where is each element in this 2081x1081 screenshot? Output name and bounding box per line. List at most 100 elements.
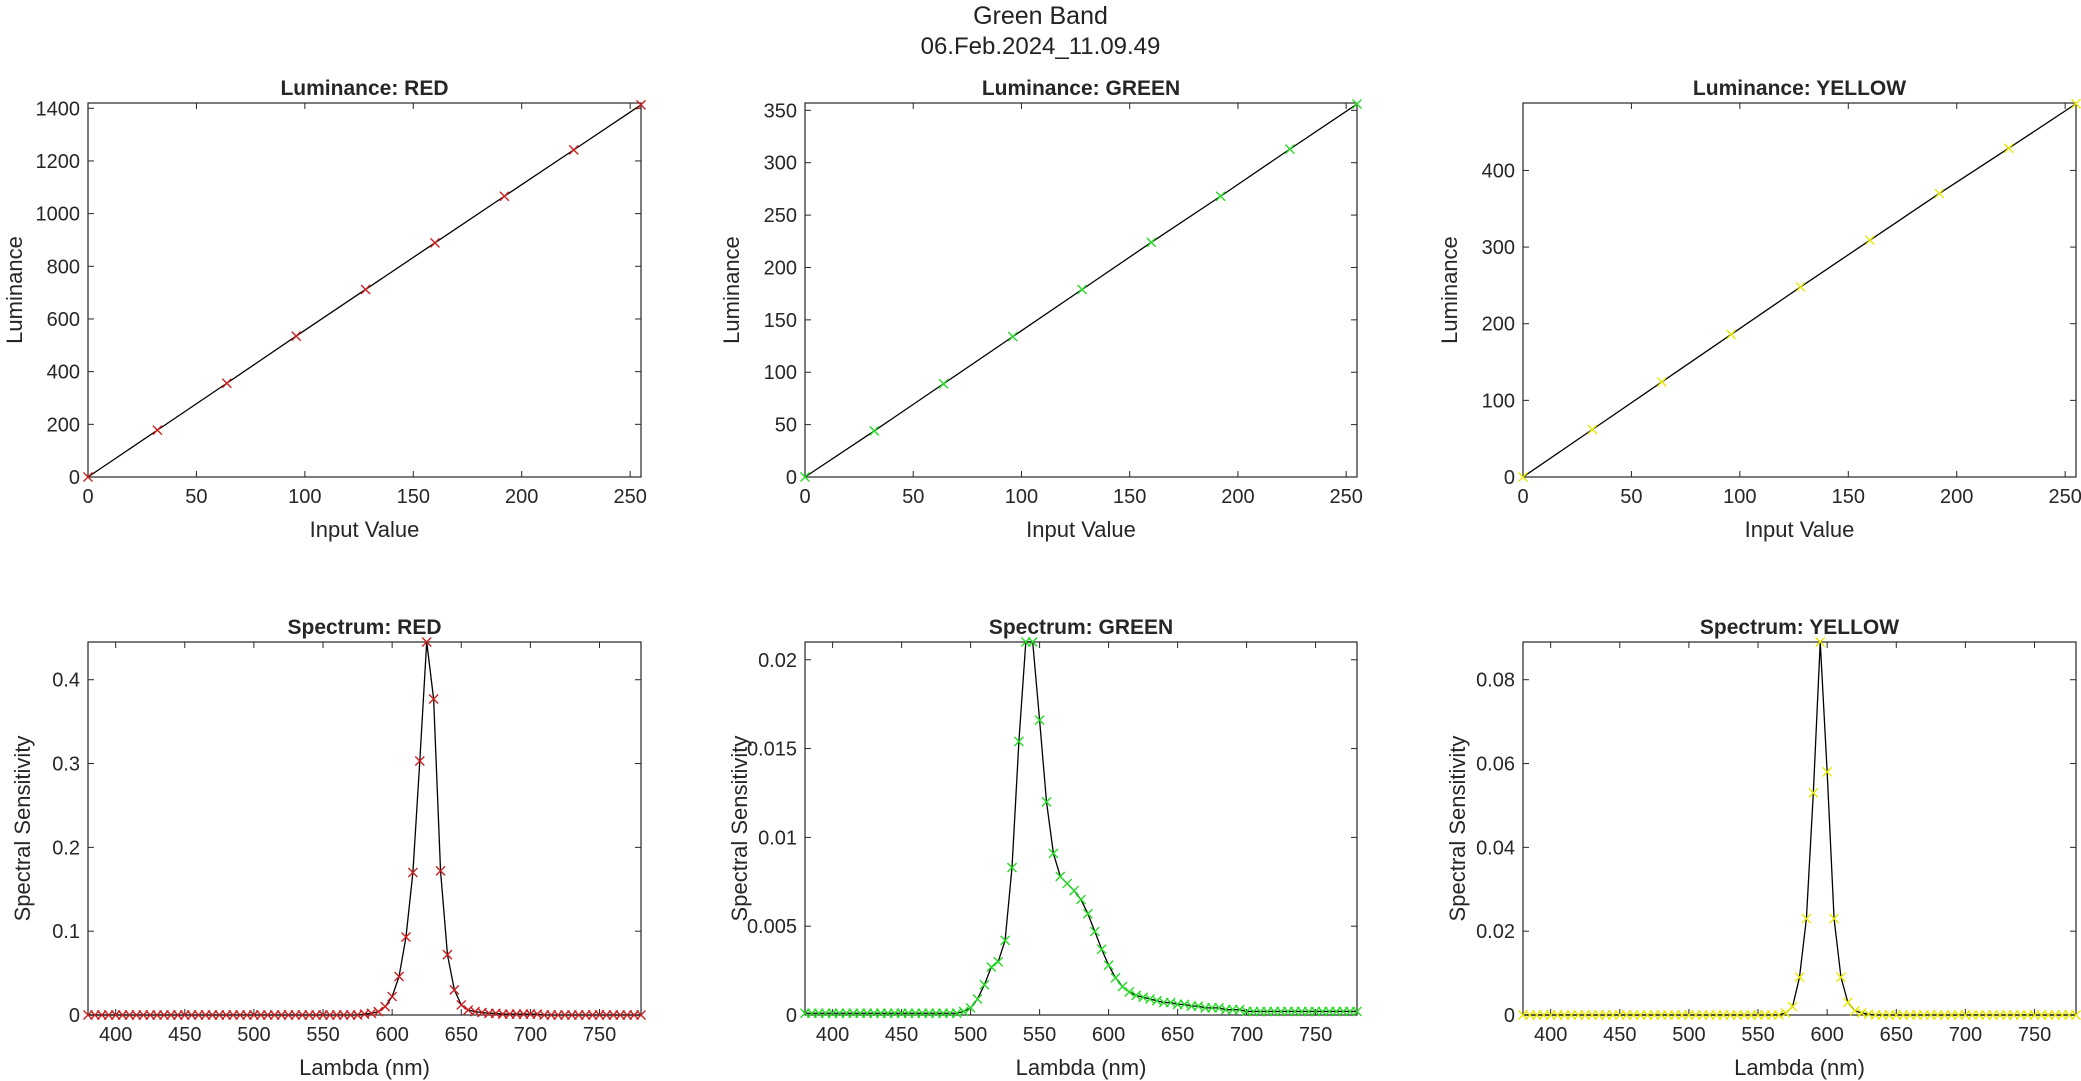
y-tick-label: 0.1 [52,921,80,943]
y-tick-label: 300 [764,153,797,175]
data-point-marker [1773,1010,1784,1020]
x-tick-label: 0 [82,486,93,508]
data-point-marker [373,1006,384,1017]
x-tick-label: 750 [583,1024,616,1046]
x-tick-label: 500 [954,1024,987,1046]
data-point-marker [1000,935,1011,946]
plot-frame [87,641,642,1016]
x-tick-label: 700 [514,1024,547,1046]
x-tick-label: 550 [1741,1024,1774,1046]
data-point-marker [1656,376,1667,387]
data-point-marker [1034,715,1045,726]
data-point-marker [869,425,880,436]
data-point-marker [1103,960,1114,971]
data-point-marker [1089,926,1100,937]
data-point-marker [1082,908,1093,919]
plot-frame [804,641,1358,1016]
y-axis-label: Luminance [719,236,744,344]
y-tick-label: 0.01 [758,827,797,849]
x-tick-label: 250 [613,486,646,508]
data-point-marker [986,962,997,973]
x-tick-label: 100 [288,486,321,508]
data-point-marker [1352,1006,1362,1017]
x-axis-label: Input Value [1745,517,1855,542]
data-point-marker [387,991,398,1002]
x-tick-label: 650 [445,1024,478,1046]
x-axis-label: Lambda (nm) [1734,1055,1865,1080]
x-tick-label: 100 [1723,486,1756,508]
figure-title: Green Band [973,2,1108,30]
y-tick-label: 0.04 [1476,837,1515,859]
x-tick-label: 500 [1672,1024,1705,1046]
data-point-marker [1726,329,1737,340]
data-point-marker [1835,972,1846,983]
chart-panel: 400 450 500 550 600 650 700 750 0 0.02 0.04 0.06 0.0… [1445,616,2081,1080]
y-tick-label: 300 [1482,237,1515,259]
plot-title: Spectrum: YELLOW [1700,616,1899,639]
plot-title: Luminance: YELLOW [1693,77,1906,100]
plot-frame [1522,641,2077,1016]
data-point-marker [1124,986,1135,997]
data-point-marker [1069,885,1080,896]
y-tick-label: 0.4 [52,670,80,692]
data-point-marker [1076,894,1086,905]
y-tick-label: 600 [47,309,80,331]
data-point-marker [291,331,302,342]
data-point-marker [428,694,439,704]
chart-panel: 0 50 100 150 200 250 0 100 200 300 400 Luminance: Y… [1437,77,2081,542]
data-point-marker [435,865,446,876]
data-point-marker [429,237,440,248]
y-tick-label: 0 [1504,1005,1515,1027]
data-point-marker [421,637,432,647]
x-tick-label: 50 [185,486,207,508]
x-tick-label: 450 [168,1024,201,1046]
plot-title: Luminance: RED [280,77,448,100]
y-axis-label: Luminance [1437,236,1462,344]
plot-title: Luminance: GREEN [982,77,1180,100]
x-tick-label: 600 [375,1024,408,1046]
y-tick-label: 200 [1482,314,1515,336]
x-tick-label: 700 [1949,1024,1982,1046]
x-tick-label: 250 [1329,486,1362,508]
y-tick-label: 1400 [36,98,81,120]
data-point-marker [1352,99,1362,110]
x-tick-label: 650 [1161,1024,1194,1046]
x-tick-label: 50 [902,486,924,508]
data-point-marker [1815,637,1826,647]
x-tick-label: 550 [1023,1024,1056,1046]
x-tick-label: 150 [1832,486,1865,508]
y-tick-label: 0 [786,467,797,489]
chart-panel: 400 450 500 550 600 650 700 750 0 0.005 0.01 0.015 0… [727,616,1362,1080]
data-point-marker [1934,188,1945,199]
y-tick-label: 200 [47,414,80,436]
data-point-marker [1027,637,1038,647]
data-point-marker [1013,736,1024,747]
x-tick-label: 100 [1005,486,1038,508]
data-point-marker [2071,1010,2081,1020]
data-point-marker [993,956,1004,967]
y-tick-label: 0 [69,1005,80,1027]
x-tick-label: 400 [816,1024,849,1046]
data-point-marker [1215,191,1226,202]
data-point-marker [1787,1001,1798,1012]
data-point-marker [1007,862,1017,873]
data-point-marker [221,378,232,389]
x-tick-label: 150 [1113,486,1146,508]
data-point-marker [407,867,418,878]
data-point-marker [1795,281,1806,292]
x-axis-label: Input Value [310,517,420,542]
data-point-marker [1829,913,1840,924]
y-tick-label: 150 [764,310,797,332]
y-axis-label: Spectral Sensitivity [727,736,752,922]
x-tick-label: 200 [505,486,538,508]
y-tick-label: 0.06 [1476,754,1515,776]
x-tick-label: 700 [1230,1024,1263,1046]
data-point-marker [380,1001,391,1012]
x-axis-label: Input Value [1026,517,1136,542]
data-point-marker [1096,944,1107,955]
y-tick-label: 0.02 [1476,921,1515,943]
data-point-marker [636,99,646,110]
data-point-marker [1048,848,1059,859]
x-tick-label: 650 [1880,1024,1913,1046]
